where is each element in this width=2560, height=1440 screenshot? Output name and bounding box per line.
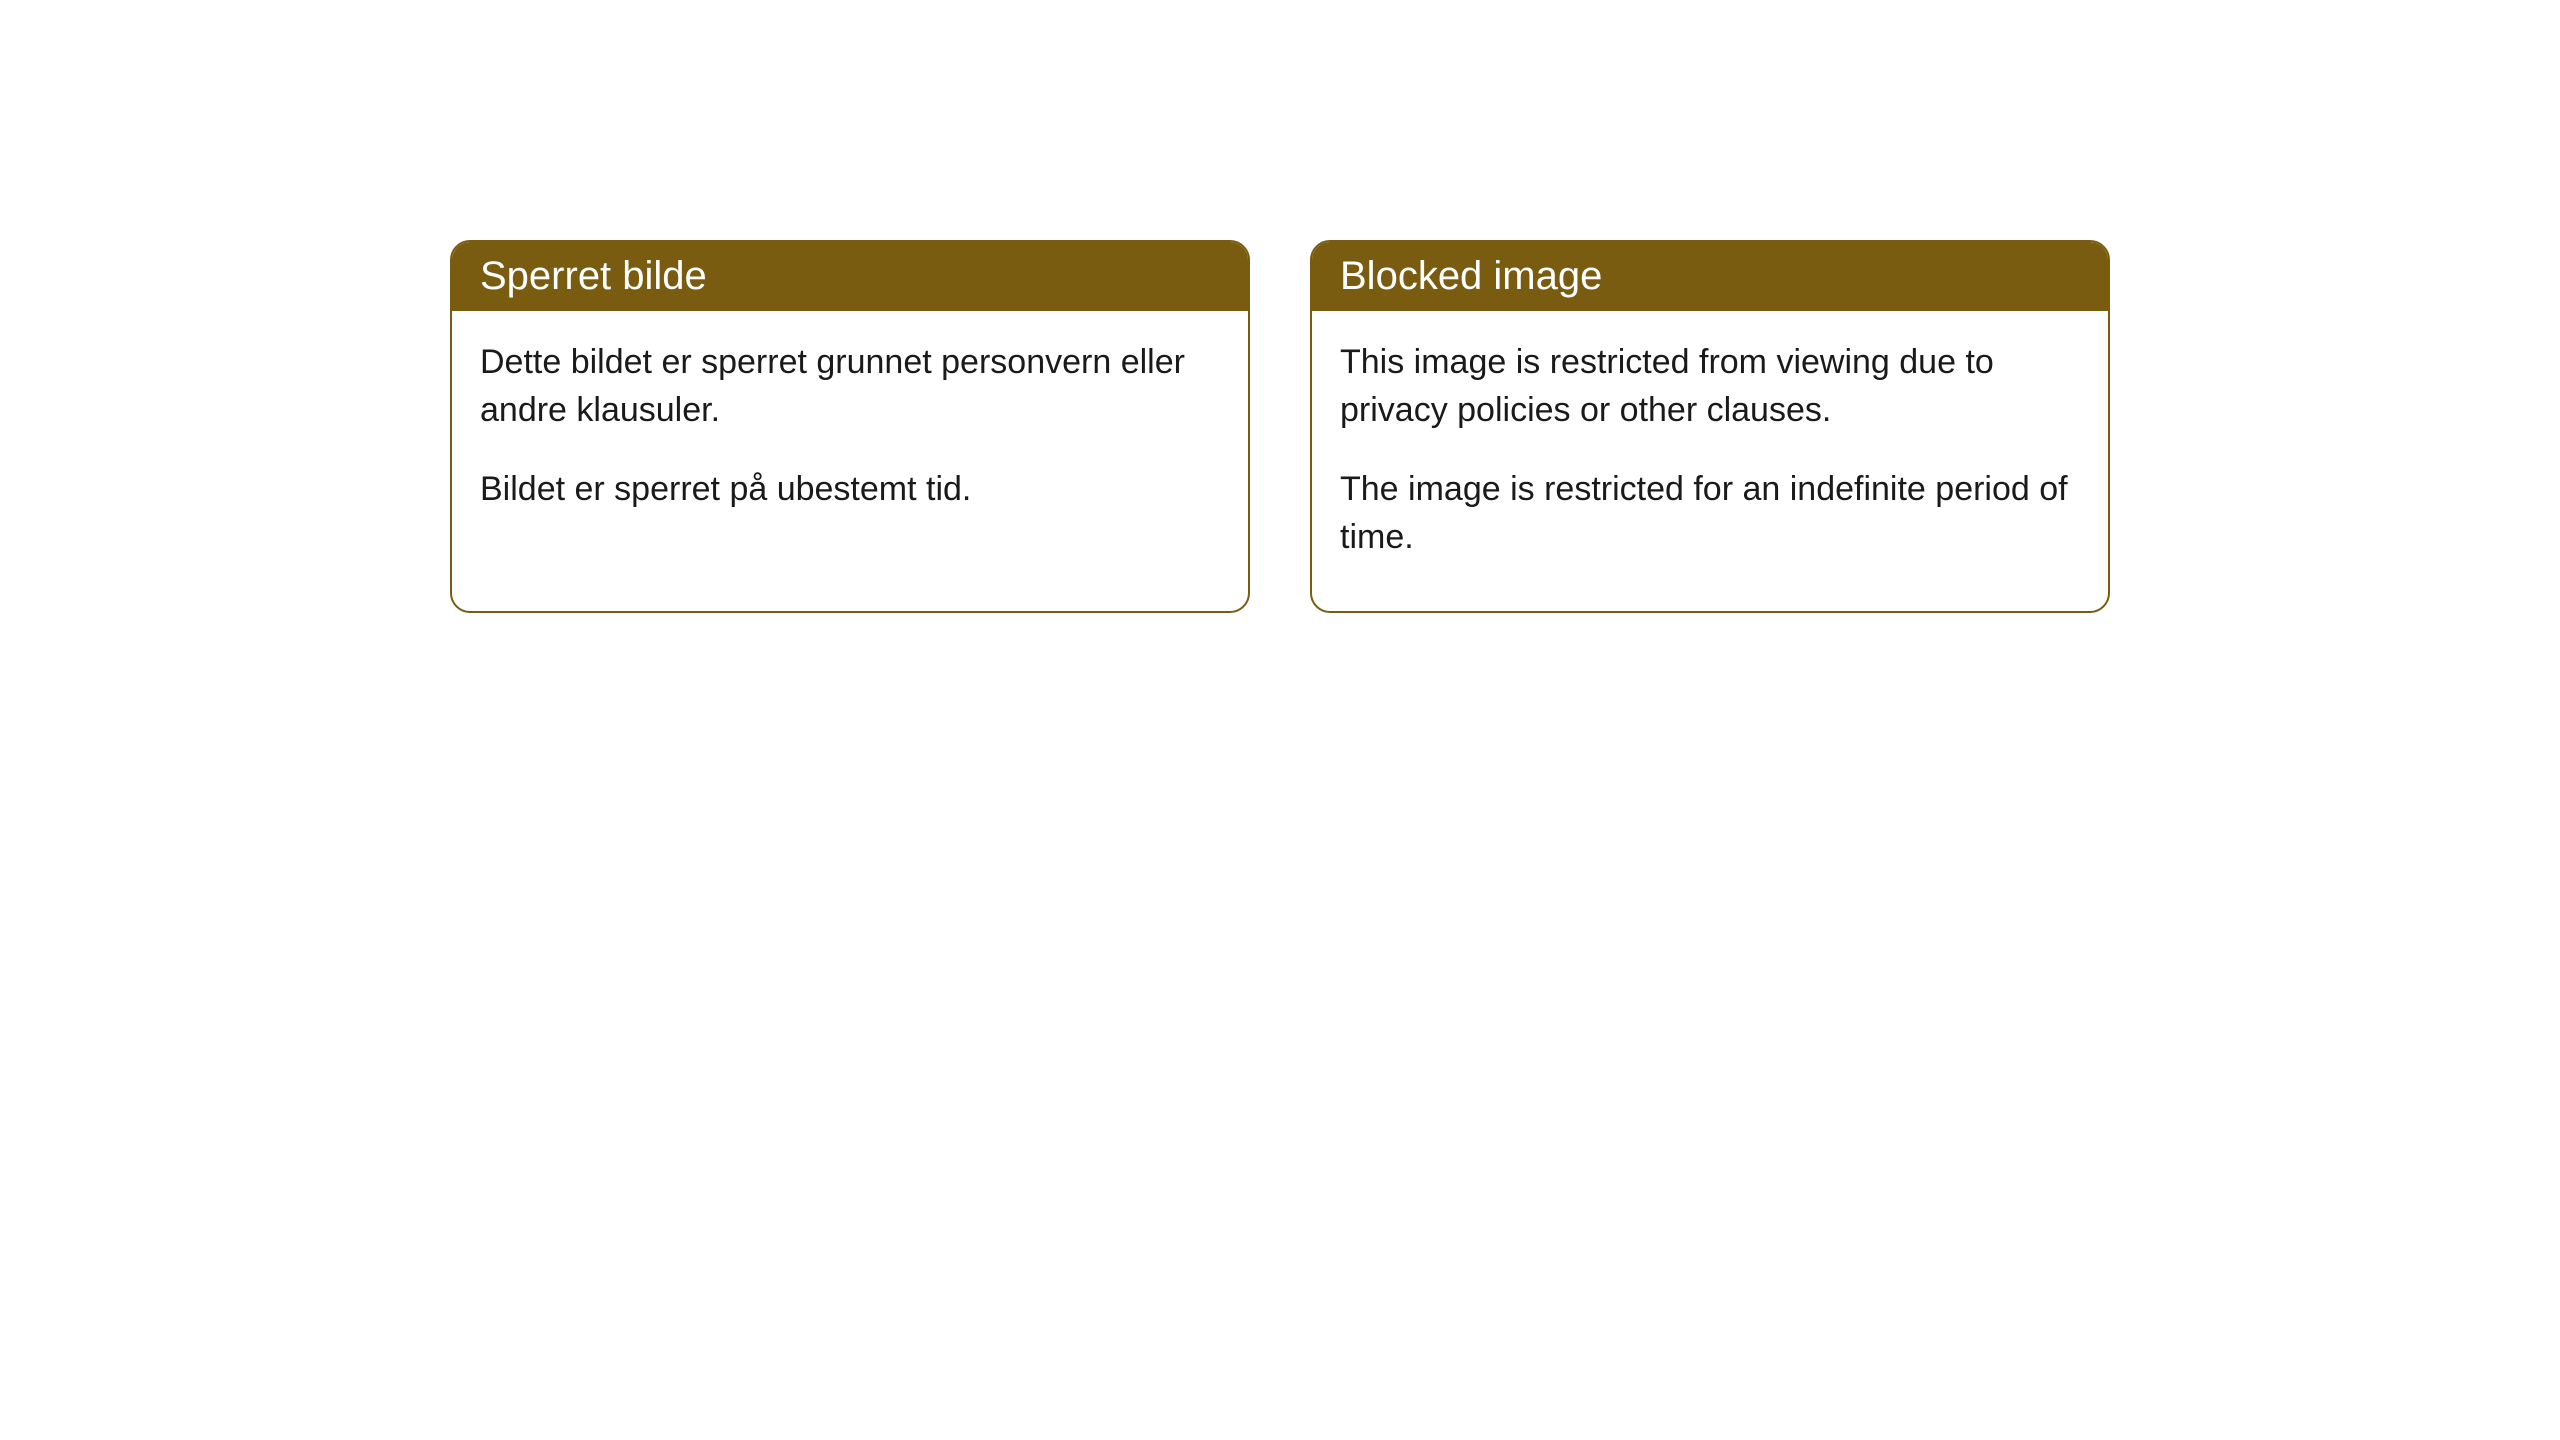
card-header-english: Blocked image [1312,242,2108,311]
card-paragraph: This image is restricted from viewing du… [1340,339,2080,434]
card-header-norwegian: Sperret bilde [452,242,1248,311]
card-body-english: This image is restricted from viewing du… [1312,311,2108,611]
card-body-norwegian: Dette bildet er sperret grunnet personve… [452,311,1248,564]
card-paragraph: Dette bildet er sperret grunnet personve… [480,339,1220,434]
card-english: Blocked image This image is restricted f… [1310,240,2110,613]
card-paragraph: The image is restricted for an indefinit… [1340,466,2080,561]
card-paragraph: Bildet er sperret på ubestemt tid. [480,466,1220,514]
cards-container: Sperret bilde Dette bildet er sperret gr… [450,240,2110,613]
card-norwegian: Sperret bilde Dette bildet er sperret gr… [450,240,1250,613]
card-title: Blocked image [1340,254,1602,298]
card-title: Sperret bilde [480,254,707,298]
